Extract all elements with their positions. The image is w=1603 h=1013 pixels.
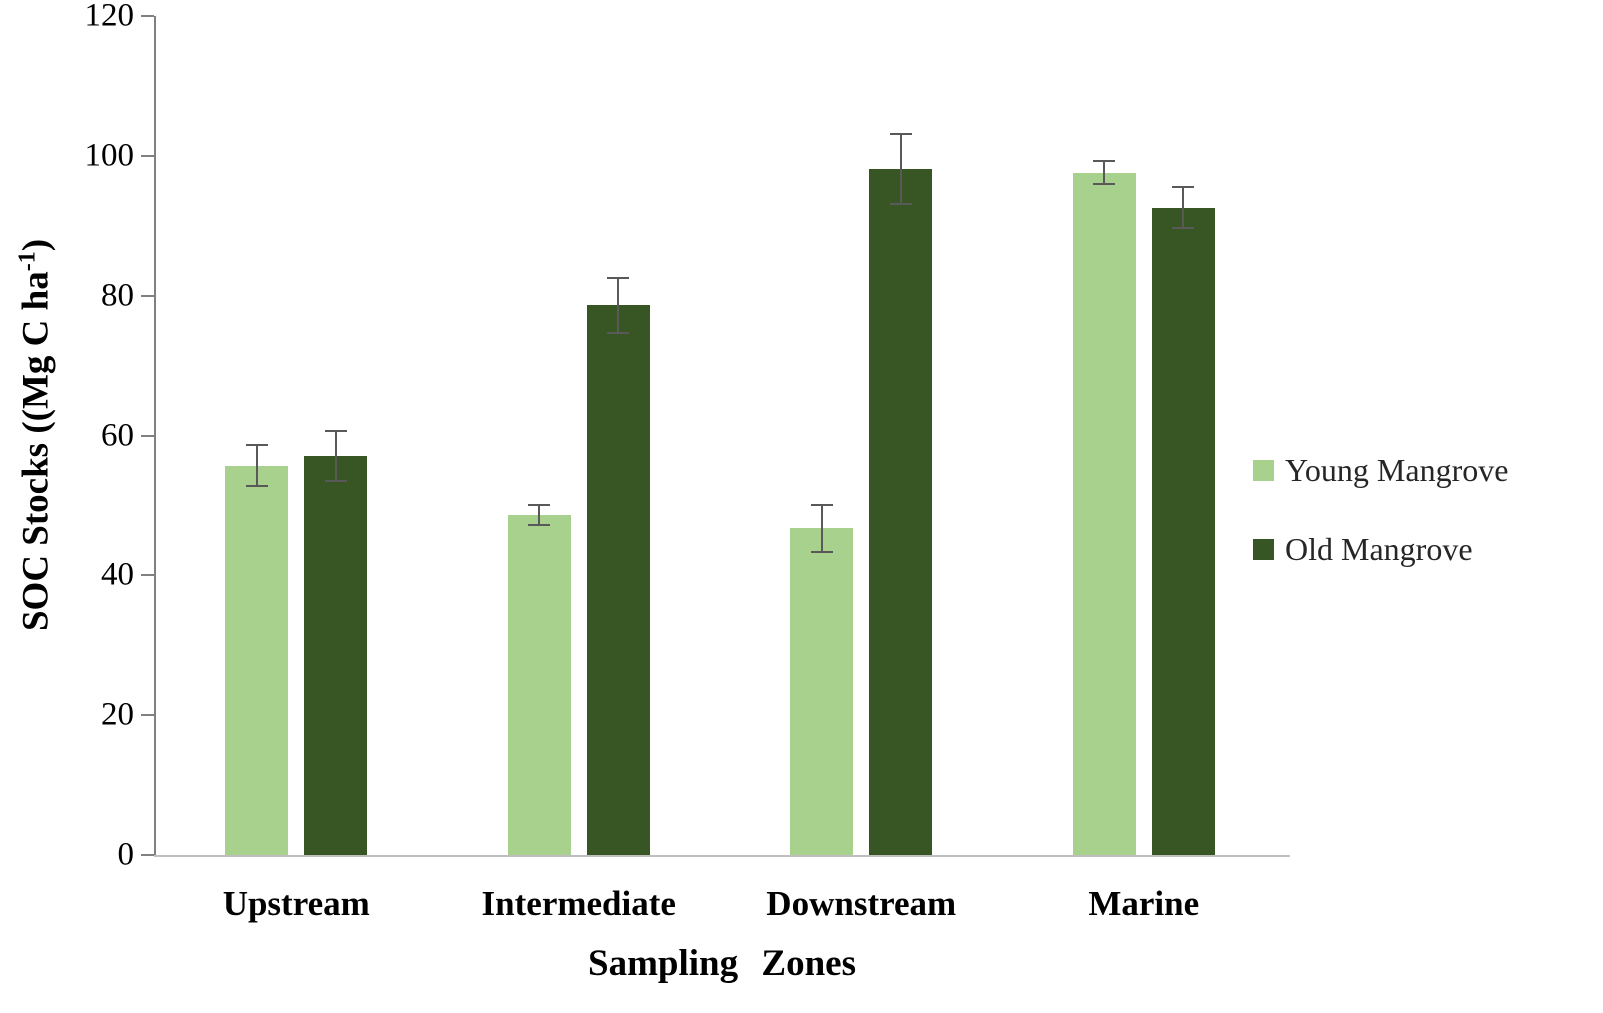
bar-old-mangrove-downstream xyxy=(869,169,933,855)
y-tick-label: 60 xyxy=(101,417,134,453)
y-tick-label: 100 xyxy=(84,137,135,174)
error-bar-cap-bottom xyxy=(1172,226,1195,229)
error-bar-line xyxy=(1182,187,1185,228)
error-bar-cap-bottom xyxy=(607,331,630,334)
legend-item-old-mangrove: Old Mangrove xyxy=(1253,531,1508,568)
y-axis-title: SOC Stocks ((Mg C ha-1) xyxy=(14,239,57,631)
error-bar-line xyxy=(1103,160,1106,185)
y-tick-mark xyxy=(141,154,154,157)
y-tick-label: 40 xyxy=(101,556,134,593)
y-axis-title-close: ) xyxy=(15,238,57,252)
error-bar-cap-top xyxy=(810,504,833,507)
error-bar-cap-bottom xyxy=(324,479,347,482)
legend-item-young-mangrove: Young Mangrove xyxy=(1253,452,1508,489)
bar-young-mangrove-upstream xyxy=(225,465,289,855)
error-bar-cap-top xyxy=(324,429,347,432)
y-tick-mark xyxy=(141,15,154,17)
legend-label-young-mangrove: Young Mangrove xyxy=(1285,452,1509,488)
error-bar-cap-bottom xyxy=(1093,183,1116,186)
error-bar-cap-top xyxy=(1093,159,1116,162)
error-bar-cap-bottom xyxy=(810,550,833,553)
error-bar-cap-bottom xyxy=(528,523,551,526)
y-tick-mark xyxy=(141,854,154,856)
y-tick-mark xyxy=(141,434,154,437)
error-bar-cap-bottom xyxy=(245,484,268,487)
legend-swatch-young-mangrove xyxy=(1253,460,1274,481)
error-bar-line xyxy=(899,134,902,205)
x-category-label-marine: Marine xyxy=(1088,884,1200,923)
y-axis-line xyxy=(154,16,156,855)
y-tick-label: 80 xyxy=(101,277,134,314)
x-category-label-downstream: Downstream xyxy=(766,884,957,923)
x-axis-title: Sampling Zones xyxy=(588,943,856,984)
x-category-label-upstream: Upstream xyxy=(222,884,370,923)
y-tick-label: 0 xyxy=(117,836,135,873)
error-bar-cap-top xyxy=(528,504,551,507)
error-bar-cap-top xyxy=(245,444,268,447)
bar-old-mangrove-upstream xyxy=(304,455,368,855)
bar-young-mangrove-downstream xyxy=(790,528,854,855)
error-bar-cap-top xyxy=(1172,186,1195,189)
error-bar-line xyxy=(820,505,823,552)
legend: Young Mangrove Old Mangrove xyxy=(1253,452,1508,610)
bar-young-mangrove-intermediate xyxy=(507,515,571,855)
y-tick-mark xyxy=(141,574,154,577)
y-tick-mark xyxy=(141,714,154,717)
error-bar-line xyxy=(617,278,620,333)
legend-label-old-mangrove: Old Mangrove xyxy=(1285,531,1473,567)
y-tick-mark xyxy=(141,294,154,297)
y-tick-label: 20 xyxy=(101,696,134,733)
bar-old-mangrove-marine xyxy=(1151,207,1215,855)
error-bar-cap-top xyxy=(889,133,912,136)
y-axis-title-superscript: -1 xyxy=(14,251,41,272)
x-axis-line xyxy=(154,855,1290,857)
legend-swatch-old-mangrove xyxy=(1253,539,1274,560)
error-bar-cap-bottom xyxy=(889,203,912,206)
bar-old-mangrove-intermediate xyxy=(586,305,650,855)
error-bar-line xyxy=(334,430,337,481)
error-bar-cap-top xyxy=(607,277,630,280)
y-tick-label: 120 xyxy=(84,0,135,34)
y-axis-title-text: SOC Stocks ((Mg C ha xyxy=(15,271,57,632)
error-bar-line xyxy=(255,445,258,486)
x-category-label-intermediate: Intermediate xyxy=(481,884,676,923)
error-bar-line xyxy=(538,505,541,525)
bar-young-mangrove-marine xyxy=(1072,172,1136,855)
